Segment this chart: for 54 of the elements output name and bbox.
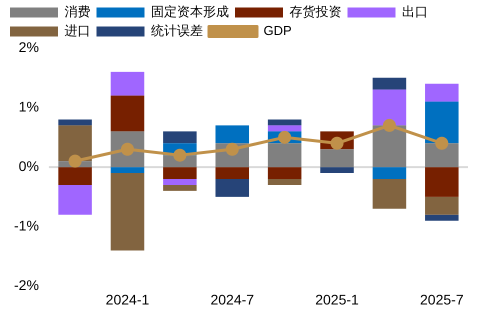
- legend-label: GDP: [264, 23, 292, 38]
- bar: [372, 90, 406, 126]
- point: [278, 130, 292, 144]
- x-tick-label: 2025-7: [420, 291, 464, 308]
- bar: [268, 125, 302, 132]
- x-tick-label: 2024-7: [210, 291, 254, 308]
- legend-label: 存货投资: [290, 4, 342, 20]
- legend-label: 进口: [64, 23, 90, 38]
- bar: [268, 179, 302, 185]
- bar: [163, 131, 197, 144]
- bar: [425, 214, 459, 221]
- bar: [110, 167, 144, 174]
- legend-label: 出口: [402, 4, 428, 20]
- bar: [163, 179, 197, 185]
- bar: [110, 173, 144, 250]
- bar: [110, 96, 144, 132]
- bar: [425, 167, 459, 197]
- y-tick-label: 1%: [18, 98, 39, 114]
- legend-label: 消费: [64, 4, 90, 20]
- x-tick-label: 2025-1: [315, 291, 360, 308]
- bar: [372, 125, 406, 168]
- y-tick-label: -2%: [14, 277, 39, 294]
- bar: [268, 119, 302, 126]
- bar: [320, 149, 354, 168]
- bar: [215, 179, 250, 197]
- bar: [163, 167, 197, 180]
- bar: [372, 179, 406, 209]
- bar: [215, 167, 250, 180]
- y-tick-label: -1%: [14, 218, 39, 234]
- point: [68, 154, 82, 168]
- y-tick-label: 0%: [18, 158, 39, 174]
- point: [435, 136, 448, 150]
- bar: [425, 196, 459, 215]
- bar: [268, 167, 302, 180]
- bar: [215, 125, 250, 144]
- bar: [425, 143, 459, 168]
- bar: [425, 102, 459, 144]
- y-tick-label: 2%: [18, 38, 39, 55]
- bar: [110, 72, 144, 96]
- bar: [320, 167, 354, 174]
- bar: [268, 143, 302, 168]
- legend-label: 统计误差: [151, 23, 203, 38]
- bar: [58, 119, 92, 126]
- bar: [372, 78, 406, 90]
- point: [382, 118, 396, 132]
- bar: [372, 167, 406, 180]
- bar: [163, 184, 197, 191]
- x-tick-label: 2024-1: [106, 291, 150, 308]
- legend-label: 固定资本形成: [151, 4, 229, 20]
- bar: [58, 167, 92, 185]
- bar: [58, 125, 92, 162]
- point: [173, 148, 186, 162]
- bar: [58, 184, 92, 215]
- bar: [425, 84, 459, 102]
